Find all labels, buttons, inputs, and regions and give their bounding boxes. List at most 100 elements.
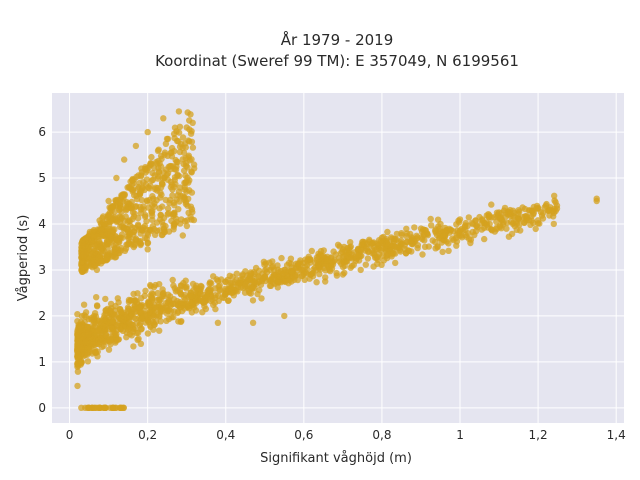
data-point — [135, 335, 142, 342]
data-point — [364, 243, 371, 251]
data-point — [532, 225, 539, 233]
data-point — [458, 225, 465, 233]
data-point — [171, 211, 178, 218]
data-point — [101, 220, 108, 228]
data-point — [550, 220, 557, 228]
data-point — [149, 295, 156, 302]
data-point — [105, 346, 113, 353]
data-point — [392, 259, 399, 267]
data-point — [149, 169, 156, 177]
data-points-layer — [74, 108, 600, 411]
data-point — [127, 321, 135, 328]
data-point — [310, 266, 317, 273]
data-point — [154, 175, 162, 182]
data-point — [113, 236, 121, 244]
data-point — [167, 293, 174, 300]
data-point — [78, 344, 85, 352]
data-point — [88, 238, 96, 245]
data-point — [427, 215, 434, 223]
data-point — [225, 297, 232, 304]
data-point — [534, 217, 542, 224]
y-tick-label: 1 — [38, 355, 46, 369]
data-point — [164, 211, 171, 218]
data-point — [97, 243, 105, 251]
data-point — [111, 245, 119, 253]
data-point — [183, 124, 190, 131]
data-point — [534, 204, 542, 212]
data-point — [203, 294, 210, 301]
data-point — [294, 262, 302, 269]
data-point — [183, 285, 190, 292]
data-point — [113, 322, 121, 329]
data-point — [247, 269, 254, 276]
y-axis-title: Vågperiod (s) — [16, 215, 31, 302]
data-point — [551, 192, 558, 199]
data-point — [157, 194, 164, 201]
data-point — [133, 195, 141, 203]
data-point — [183, 222, 191, 230]
data-point — [553, 205, 561, 212]
data-point — [144, 330, 152, 337]
data-point — [127, 241, 135, 248]
data-point — [320, 253, 327, 260]
data-point — [95, 341, 103, 348]
data-point — [197, 290, 204, 297]
data-point — [320, 247, 327, 254]
data-point — [80, 242, 88, 250]
data-point — [74, 330, 81, 337]
x-tick-label: 0,6 — [294, 428, 313, 442]
data-point — [91, 259, 99, 266]
data-point — [182, 155, 189, 162]
x-axis-title: Signifikant våghöjd (m) — [260, 451, 412, 466]
data-point — [384, 228, 391, 236]
data-point — [274, 278, 282, 285]
data-point — [234, 288, 241, 295]
data-point — [109, 217, 116, 224]
data-point — [372, 254, 379, 261]
data-point — [121, 191, 128, 198]
data-point — [181, 186, 188, 193]
data-point — [74, 368, 82, 375]
data-point — [174, 287, 181, 294]
data-point — [109, 404, 116, 411]
chart-title-line-2: Koordinat (Sweref 99 TM): E 357049, N 61… — [155, 52, 519, 70]
data-point — [539, 209, 547, 217]
data-point — [190, 286, 197, 294]
data-point — [97, 323, 104, 330]
data-point — [182, 162, 190, 170]
data-point — [175, 206, 182, 213]
data-point — [116, 213, 124, 220]
data-point — [95, 318, 103, 325]
data-point — [159, 181, 166, 188]
data-point — [432, 245, 439, 252]
data-point — [551, 197, 558, 204]
data-point — [242, 280, 249, 287]
data-point — [94, 348, 101, 355]
data-point — [144, 246, 151, 253]
data-point — [248, 276, 256, 284]
data-point — [175, 138, 182, 145]
x-tick-label: 0,8 — [372, 428, 391, 442]
data-point — [462, 219, 469, 227]
data-point — [313, 279, 320, 286]
data-point — [437, 220, 444, 228]
data-point — [517, 227, 524, 234]
data-point — [93, 404, 101, 411]
data-point — [478, 226, 485, 233]
data-point — [155, 169, 163, 176]
data-point — [309, 273, 317, 280]
data-point — [149, 216, 156, 223]
data-point — [254, 290, 261, 298]
data-point — [529, 207, 536, 214]
data-point — [414, 242, 422, 249]
data-point — [107, 300, 115, 308]
data-point — [242, 268, 249, 275]
data-point — [97, 226, 105, 233]
data-point — [170, 130, 178, 138]
data-point — [96, 252, 103, 259]
data-point — [188, 169, 195, 176]
data-point — [421, 243, 429, 250]
data-point — [185, 195, 192, 202]
data-point — [155, 157, 162, 165]
data-point — [150, 321, 158, 328]
